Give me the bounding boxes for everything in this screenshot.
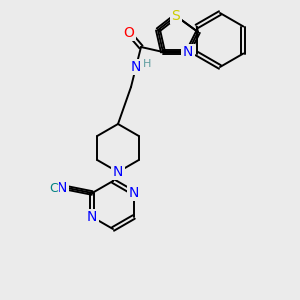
Text: S: S [172, 9, 180, 23]
Text: O: O [124, 26, 134, 40]
Text: N: N [183, 45, 193, 59]
Text: H: H [143, 59, 151, 69]
Text: N: N [113, 165, 123, 179]
Text: N: N [57, 181, 68, 195]
Text: C: C [49, 182, 58, 194]
Text: N: N [129, 186, 139, 200]
Text: N: N [87, 210, 98, 224]
Text: N: N [131, 60, 141, 74]
